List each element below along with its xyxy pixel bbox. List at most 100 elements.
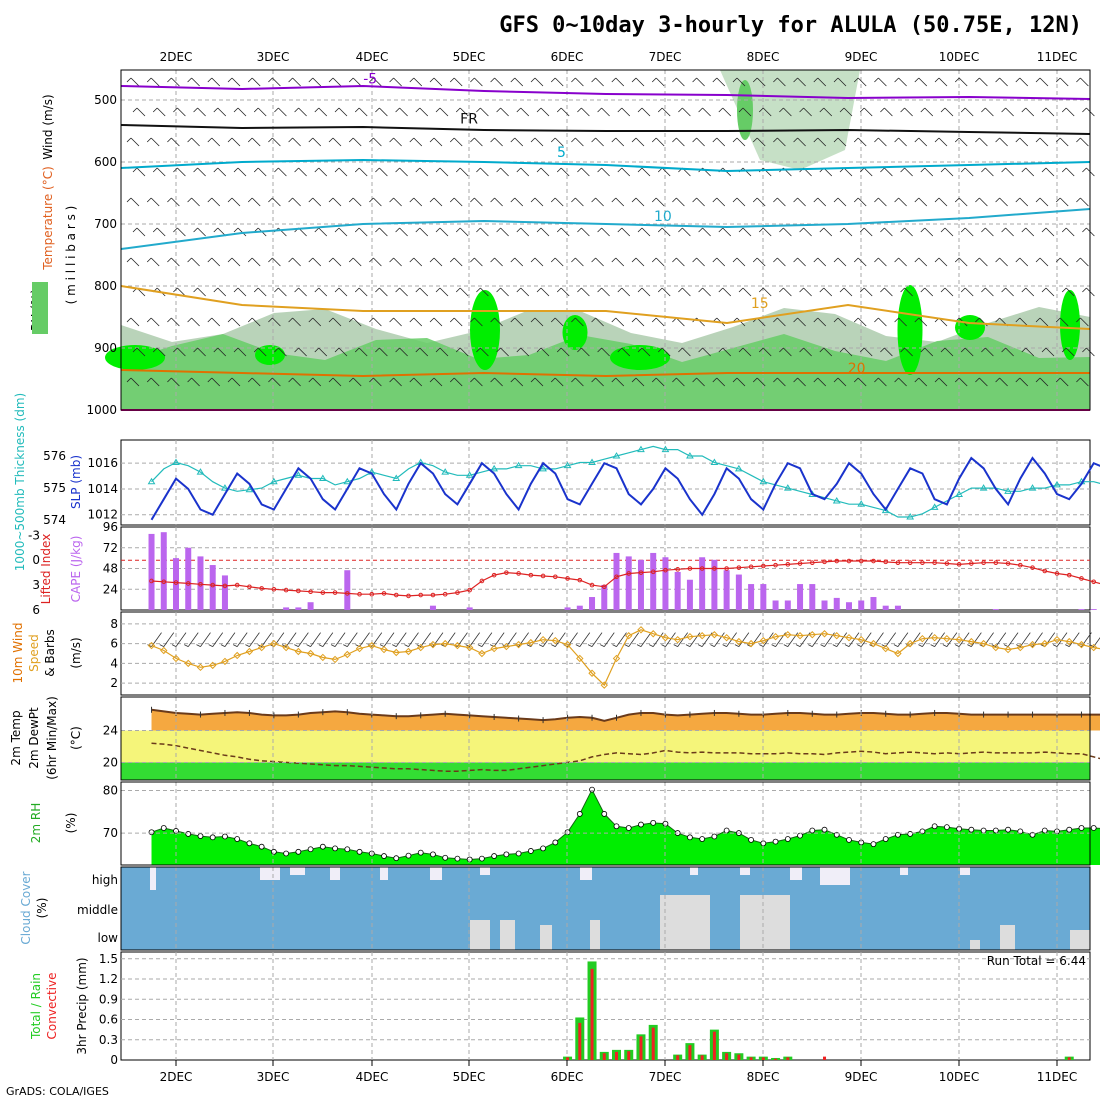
wind10m-barb bbox=[171, 632, 187, 647]
li-marker bbox=[1054, 571, 1060, 576]
wind-barb bbox=[435, 347, 449, 357]
wind-barb bbox=[496, 347, 509, 357]
wind-barb bbox=[651, 137, 665, 147]
wind-barb bbox=[470, 257, 483, 267]
wind-barb bbox=[920, 107, 934, 117]
top-tick-label: 5DEC bbox=[453, 50, 486, 64]
rh-marker bbox=[417, 849, 424, 856]
top-tick-label: 4DEC bbox=[356, 50, 389, 64]
precip-tick-label: 0 bbox=[110, 1053, 118, 1067]
wind-barb bbox=[617, 287, 631, 297]
wind-barb bbox=[651, 377, 665, 387]
wind-barb bbox=[455, 347, 469, 357]
wind-barb bbox=[167, 77, 180, 87]
rh-marker bbox=[748, 836, 754, 843]
li-marker bbox=[846, 558, 852, 564]
temp-line bbox=[151, 708, 1100, 722]
rh-marker bbox=[1041, 827, 1048, 834]
wind-barb bbox=[449, 257, 463, 267]
li-marker bbox=[430, 592, 436, 598]
wind-barb bbox=[126, 377, 140, 387]
wind-barb bbox=[793, 197, 806, 207]
li-ylabel: Lifted Index bbox=[39, 534, 53, 605]
wind-barb bbox=[173, 347, 186, 357]
wind-barb bbox=[934, 377, 948, 387]
wind-barb bbox=[981, 227, 994, 237]
wind-barb bbox=[914, 137, 928, 147]
thickness-marker bbox=[955, 490, 963, 498]
li-marker bbox=[210, 582, 216, 588]
wind-barb bbox=[631, 77, 645, 87]
precip-conv-bar bbox=[725, 1053, 729, 1060]
wind-barb bbox=[617, 107, 631, 117]
wind-barb bbox=[354, 167, 368, 177]
wind-barb bbox=[1035, 197, 1049, 207]
wind-barb bbox=[779, 287, 792, 297]
rh-marker bbox=[846, 836, 852, 843]
wind-speed-marker bbox=[1065, 637, 1073, 646]
precip-conv-bar bbox=[590, 968, 594, 1060]
li-marker bbox=[332, 590, 338, 595]
wind-barb bbox=[152, 347, 166, 357]
wind-barb bbox=[571, 377, 584, 387]
wind-speed-marker bbox=[233, 651, 241, 660]
wind-speed-marker bbox=[759, 636, 768, 645]
wind-speed-marker bbox=[172, 654, 180, 663]
wind-speed-marker bbox=[465, 643, 474, 652]
wind-barb bbox=[597, 347, 610, 357]
wind-barb bbox=[995, 137, 1008, 147]
wind-barb bbox=[597, 107, 610, 117]
wind-barb bbox=[167, 377, 180, 387]
rh-marker bbox=[466, 856, 473, 863]
wind-barb bbox=[914, 317, 928, 327]
wind-barb bbox=[773, 377, 786, 387]
wind-barb bbox=[799, 227, 812, 237]
thickness-marker bbox=[612, 452, 621, 459]
wind-speed-marker bbox=[196, 663, 205, 672]
wind-barb bbox=[960, 107, 974, 117]
temp-band-yellow bbox=[121, 730, 1090, 763]
wind-barb bbox=[940, 167, 954, 177]
rh2m-panel: 80 70 2m RH (%) bbox=[29, 781, 1100, 866]
wind-barb bbox=[288, 377, 301, 387]
wind-barb bbox=[435, 287, 449, 297]
wind10m-barb bbox=[526, 632, 542, 647]
thickness-marker bbox=[979, 484, 988, 491]
wind-barb bbox=[470, 377, 483, 387]
wind-barb bbox=[530, 137, 544, 147]
temperature-contour bbox=[120, 369, 1090, 378]
temp2m-ylabel: 2m Temp bbox=[9, 710, 23, 765]
wind-barb bbox=[556, 287, 570, 297]
temperature-contour-label: FR bbox=[460, 112, 478, 128]
wind-barb bbox=[859, 107, 873, 117]
wind-barb bbox=[591, 317, 604, 327]
wind-speed-marker bbox=[1016, 643, 1024, 652]
wind-barb bbox=[839, 227, 853, 237]
li-marker bbox=[626, 571, 632, 576]
rh-marker bbox=[1090, 825, 1097, 831]
wind10m-barb bbox=[502, 632, 517, 647]
wind-barb bbox=[571, 77, 584, 87]
cloud-high-gap-11 bbox=[820, 867, 850, 885]
precip-conv-bar bbox=[700, 1055, 704, 1060]
li-marker bbox=[259, 586, 264, 591]
wind-speed-marker bbox=[710, 631, 719, 639]
temperature-ylabel: Temperature (°C) bbox=[41, 166, 55, 271]
wind-barb bbox=[1061, 287, 1075, 297]
li-marker bbox=[198, 581, 203, 587]
thickness-tick-label: 575 bbox=[43, 481, 66, 495]
wind-barb bbox=[550, 377, 564, 387]
thickness-tick-label: 574 bbox=[43, 513, 66, 527]
wind10m-barb bbox=[954, 632, 970, 647]
rh-marker bbox=[711, 833, 718, 840]
precip-tick-label: 0.6 bbox=[99, 1013, 118, 1027]
wind10m-barb bbox=[281, 632, 297, 647]
precip-tick-label: 0.3 bbox=[99, 1033, 118, 1047]
wind-barb bbox=[187, 77, 200, 87]
wind-barb bbox=[698, 287, 711, 297]
precip-total-ylabel: Total / Rain bbox=[29, 973, 43, 1040]
wind10m-barb bbox=[318, 632, 334, 647]
rh-bright-patch-7 bbox=[255, 345, 285, 365]
wind-barb bbox=[773, 77, 786, 87]
